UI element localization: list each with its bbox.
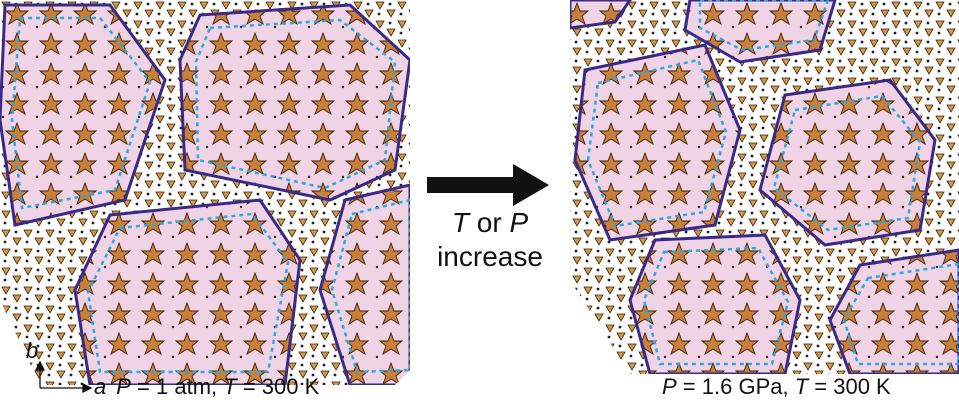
grain-boundary (828, 248, 959, 374)
grain-core-dashed (772, 94, 922, 232)
temperature-value: = 300 K (236, 374, 320, 399)
grain-core-dashed (10, 16, 152, 210)
temperature-symbol: T (794, 374, 809, 399)
temperature-value: = 300 K (808, 374, 891, 399)
grain-core-dashed (194, 18, 397, 190)
axis-b-label: b (26, 338, 39, 363)
grain-boundary (318, 183, 410, 385)
grain-boundary (570, 0, 633, 30)
grain-boundary (758, 78, 937, 247)
right-structure-figure (570, 0, 959, 374)
grain-boundary (573, 43, 742, 242)
grain-core-dashed (642, 246, 790, 366)
grain-boundary (73, 198, 302, 385)
transition-t-symbol: T (451, 207, 469, 238)
grain-boundary (683, 0, 838, 64)
pressure-value: = 1 atm, (130, 374, 224, 399)
grain-boundary (178, 3, 410, 202)
transition-or-text: or (468, 207, 510, 238)
transition-label: T or P increase (420, 206, 560, 274)
transition-increase-text: increase (437, 241, 543, 272)
right-structure-panel (560, 0, 959, 404)
pressure-symbol: P (116, 374, 131, 399)
transition-p-symbol: P (509, 207, 529, 238)
axis-a-label: a (94, 374, 107, 399)
pressure-symbol: P (662, 374, 677, 399)
pressure-value: = 1.6 GPa, (676, 374, 795, 399)
grain-core-dashed (842, 262, 959, 366)
axis-indicator (34, 360, 93, 394)
grain-core-dashed (330, 198, 410, 374)
grain-core-dashed (86, 212, 290, 374)
grain-boundary (0, 3, 167, 227)
right-caption: P = 1.6 GPa, T = 300 K (662, 374, 891, 400)
grain-boundary (628, 233, 802, 374)
left-structure-panel (0, 0, 410, 404)
transition-arrow-icon (427, 164, 549, 206)
temperature-symbol: T (223, 374, 237, 399)
grain-core-dashed (586, 58, 728, 228)
left-structure-figure (0, 0, 410, 394)
